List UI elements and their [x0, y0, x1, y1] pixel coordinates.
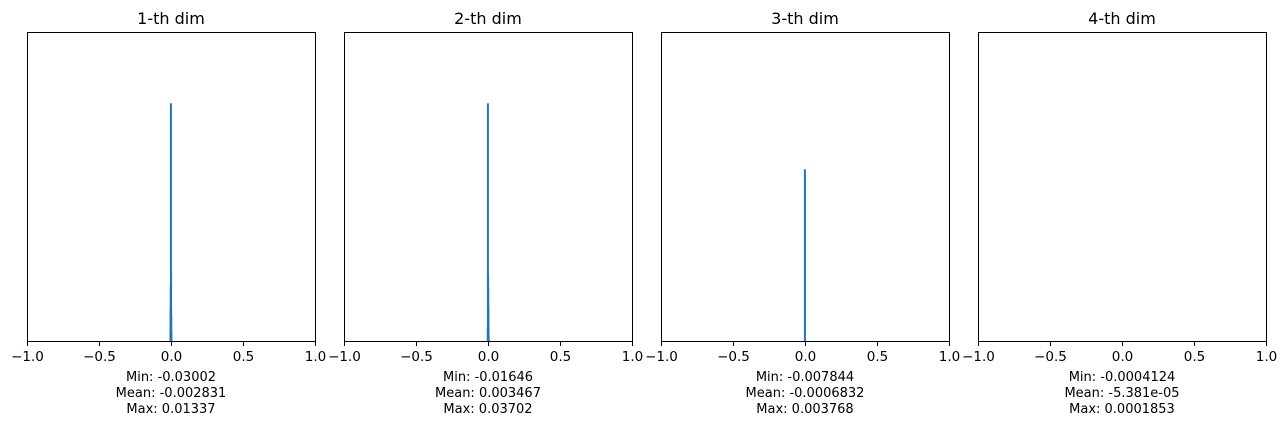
x-tick-label: 1.0: [1256, 349, 1277, 365]
stat-min: Min: -0.007844: [756, 370, 854, 385]
x-tick-label: 0.0: [1112, 349, 1133, 365]
stat-max: Max: 0.01337: [126, 402, 215, 417]
histogram-bar: [487, 326, 490, 341]
x-tick-label: −0.5: [400, 349, 433, 365]
stat-min: Min: -0.0004124: [1069, 370, 1176, 385]
axes-frame: [27, 32, 316, 342]
stat-min: Min: -0.03002: [126, 370, 216, 385]
x-tick-label: 0.0: [795, 349, 816, 365]
stat-mean: Mean: -5.381e-05: [1064, 386, 1179, 401]
stat-mean: Mean: -0.002831: [116, 386, 227, 401]
axes-frame: [344, 32, 633, 342]
panel-title: 4-th dim: [1088, 9, 1156, 28]
x-tick-label: −1.0: [11, 349, 44, 365]
histogram-bar: [487, 336, 490, 341]
x-tick-label: −0.5: [717, 349, 750, 365]
stat-max: Max: 0.0001853: [1069, 402, 1175, 417]
panel-title: 3-th dim: [771, 9, 839, 28]
stat-max: Max: 0.003768: [756, 402, 853, 417]
histogram-bar: [170, 314, 173, 341]
x-tick-label: 1.0: [939, 349, 960, 365]
x-tick-label: 0.5: [1184, 349, 1205, 365]
histogram-bar: [486, 103, 489, 341]
stat-mean: Mean: -0.0006832: [746, 386, 865, 401]
x-tick-label: −1.0: [962, 349, 995, 365]
x-tick-label: 0.5: [867, 349, 888, 365]
stat-min: Min: -0.01646: [443, 370, 533, 385]
x-tick-label: −0.5: [83, 349, 116, 365]
histogram-bar: [170, 269, 173, 341]
x-tick-label: 0.0: [478, 349, 499, 365]
panel-title: 1-th dim: [137, 9, 205, 28]
histogram-bar: [170, 331, 173, 341]
x-tick-label: 1.0: [622, 349, 643, 365]
x-tick-label: 1.0: [305, 349, 326, 365]
histogram-bar: [803, 169, 806, 341]
histogram-bar: [487, 307, 490, 341]
axes-frame: [978, 32, 1267, 342]
histogram-bar: [169, 103, 172, 341]
x-tick-label: 0.5: [233, 349, 254, 365]
panel-title: 2-th dim: [454, 9, 522, 28]
stat-max: Max: 0.03702: [443, 402, 532, 417]
x-tick-label: −1.0: [328, 349, 361, 365]
x-tick-label: 0.0: [161, 349, 182, 365]
axes-frame: [661, 32, 950, 342]
x-tick-label: −1.0: [645, 349, 678, 365]
x-tick-label: −0.5: [1034, 349, 1067, 365]
stat-mean: Mean: 0.003467: [435, 386, 541, 401]
x-tick-label: 0.5: [550, 349, 571, 365]
